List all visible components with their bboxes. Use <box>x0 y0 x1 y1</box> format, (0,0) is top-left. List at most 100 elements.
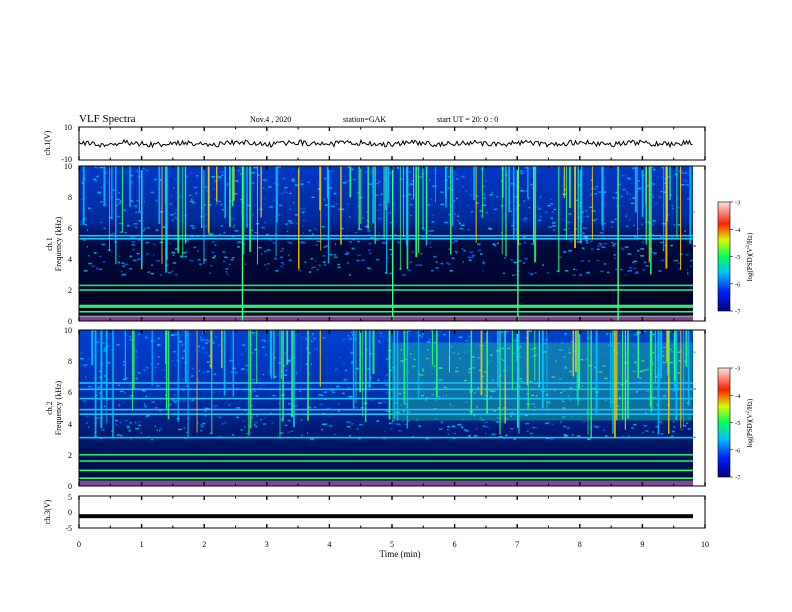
spectrogram-speckle <box>115 423 118 426</box>
spectrogram-speckle <box>653 336 655 339</box>
spectrogram-speckle <box>686 273 689 275</box>
spectrogram-speckle <box>633 260 638 263</box>
spectrogram-speckle <box>203 381 206 383</box>
sferic-line <box>293 330 295 428</box>
spectrogram-speckle <box>461 175 465 178</box>
spectrogram-speckle <box>405 337 407 339</box>
spectrogram-speckle <box>159 430 161 432</box>
spectrogram-speckle <box>480 215 484 217</box>
spectrogram-speckle <box>329 253 333 256</box>
spectrogram-speckle <box>120 434 123 437</box>
spectrogram-speckle <box>358 437 361 440</box>
sferic-line <box>372 166 375 224</box>
sferic-line <box>151 330 153 386</box>
ch1-freq-ticks: 0 2 4 6 8 10 <box>64 162 72 326</box>
spectrogram-speckle <box>163 369 167 371</box>
spectrogram-speckle <box>467 204 470 207</box>
spectrogram-speckle <box>529 432 533 435</box>
spectrogram-speckle <box>409 171 411 173</box>
sferic-line <box>577 330 579 406</box>
spectrogram-speckle <box>471 356 475 358</box>
spectrogram-speckle <box>278 402 281 405</box>
spectrogram-speckle <box>159 241 164 244</box>
spectrogram-speckle <box>628 269 632 272</box>
spectrogram-speckle <box>378 342 381 344</box>
spectrogram-speckle <box>122 265 125 267</box>
spectrogram-speckle <box>564 435 567 438</box>
frequency-band-line <box>79 382 693 384</box>
spectrogram-speckle <box>351 363 355 365</box>
spectrogram-speckle <box>547 272 550 274</box>
spectrogram-speckle <box>241 368 245 370</box>
spectrogram-speckle <box>120 390 124 393</box>
spectrogram-speckle <box>100 186 104 188</box>
spectrogram-speckle <box>251 229 253 232</box>
spectrogram-speckle <box>268 239 273 241</box>
spectrogram-speckle <box>213 255 216 257</box>
sferic-line <box>558 166 560 273</box>
spectrogram-speckle <box>658 196 661 198</box>
spectrogram-speckle <box>428 338 431 341</box>
spectrogram-speckle <box>626 225 629 228</box>
sferic-line <box>399 166 401 270</box>
spectrogram-speckle <box>457 215 460 217</box>
spectrogram-speckle <box>228 404 231 406</box>
spectrogram-speckle <box>568 352 571 354</box>
spectrogram-speckle <box>300 208 302 210</box>
spectrogram-speckle <box>263 187 265 189</box>
spectrogram-speckle <box>514 221 516 223</box>
spectrogram-speckle <box>658 421 663 423</box>
ch1-spectrogram-features <box>79 166 696 321</box>
spectrogram-speckle <box>643 369 647 371</box>
spectrogram-speckle <box>162 226 166 228</box>
spectrogram-speckle <box>108 216 113 219</box>
spectrogram-speckle <box>256 380 259 382</box>
spectrogram-speckle <box>404 423 408 426</box>
spectrogram-speckle <box>653 253 656 255</box>
sferic-line <box>591 166 593 240</box>
spectrogram-speckle <box>646 185 651 187</box>
spectrogram-speckle <box>286 360 291 363</box>
spectrogram-speckle <box>651 196 654 199</box>
spectrogram-speckle <box>430 198 433 201</box>
spectrogram-speckle <box>447 187 452 189</box>
spectrogram-speckle <box>313 348 318 351</box>
ch3-ytick-bottom: -5 <box>65 524 72 533</box>
spectrogram-speckle <box>318 264 321 267</box>
spectrogram-speckle <box>146 227 150 229</box>
spectrogram-speckle <box>135 226 137 229</box>
spectrogram-speckle <box>191 198 193 201</box>
spectrogram-speckle <box>233 193 238 195</box>
spectrogram-speckle <box>577 241 581 243</box>
spectrogram-speckle <box>620 195 623 198</box>
spectrogram-speckle <box>632 354 634 357</box>
spectrogram-speckle <box>634 334 638 336</box>
spectrogram-speckle <box>242 420 245 422</box>
spectrogram-speckle <box>257 174 260 176</box>
spectrogram-speckle <box>379 331 381 333</box>
spectrogram-speckle <box>566 427 570 429</box>
spectrogram-speckle <box>440 203 445 206</box>
spectrogram-speckle <box>543 342 547 345</box>
spectrogram-speckle <box>128 384 131 387</box>
spectrogram-speckle <box>542 264 544 266</box>
spectrogram-speckle <box>384 430 386 433</box>
spectrogram-speckle <box>274 356 277 359</box>
spectrogram-speckle <box>268 186 272 188</box>
sferic-line <box>270 330 273 379</box>
spectrogram-speckle <box>628 178 631 180</box>
spectrogram-speckle <box>670 244 673 247</box>
colorbar-tick-label: -3 <box>735 200 740 207</box>
spectrogram-speckle <box>305 363 308 365</box>
spectrogram-speckle <box>596 218 598 220</box>
spectrogram-speckle <box>211 241 215 243</box>
sferic-line <box>451 166 453 227</box>
spectrogram-speckle <box>178 341 183 343</box>
spectrogram-speckle <box>172 254 175 256</box>
sferic-line <box>634 166 637 213</box>
spectrogram-speckle <box>172 262 177 264</box>
spectrogram-speckle <box>288 403 290 405</box>
spectrogram-speckle <box>530 243 535 245</box>
spectrogram-speckle <box>475 195 479 197</box>
spectrogram-speckle <box>311 267 313 269</box>
